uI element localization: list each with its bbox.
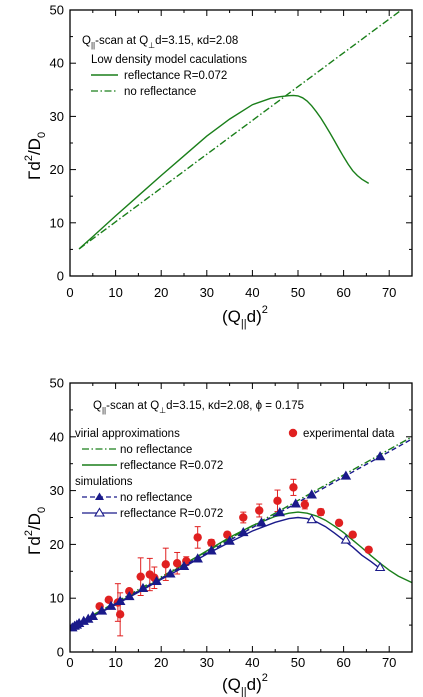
top-xtick-label: 50 [291,285,305,300]
top-series-0-line [78,94,370,250]
bottom-series-4-marker [306,514,317,524]
bottom-series-2-point [289,483,298,492]
chart-top: 0 10 20 30 40 50 60 70 0 10 20 30 40 50 Q||-scan at Q… [23,3,413,330]
top-ytick-label: 40 [50,56,64,71]
bottom-xlabel: (Q||d)2 [222,672,268,697]
top-plot-frame [69,9,413,277]
top-ytick-label: 30 [50,109,64,124]
bottom-xtick-label: 20 [154,655,168,670]
bottom-series-2-point [273,496,282,506]
bottom-ytick-label: 30 [50,483,64,498]
legend-marker-experimental [288,428,298,438]
top-legend-label-no-reflectance: no reflectance [124,86,196,98]
bottom-series-4-line [70,516,381,630]
top-xtick-label: 20 [154,285,168,300]
bottom-series-3-marker [274,507,286,517]
legend-label-sim-reflectance: reflectance R=0.072 [120,508,223,520]
bottom-series-2-point [364,545,373,554]
bottom-series-2-point [348,530,357,539]
bottom-ytick-label: 40 [50,429,64,444]
top-xtick-label: 30 [200,285,214,300]
bottom-legend: virial approximations no reflectance ref… [75,428,395,520]
bottom-ytick-label: 0 [57,645,64,660]
bottom-series-2-point [239,513,248,522]
bottom-series-2-point [161,560,170,569]
bottom-series-2-point [172,559,182,568]
bottom-series-3-marker [290,498,301,508]
legend-label-virial-reflectance: reflectance R=0.072 [120,460,223,472]
top-xtick-label: 70 [382,285,396,300]
bottom-xtick-label: 70 [382,655,396,670]
bottom-xtick-label: 60 [336,655,350,670]
bottom-plot-frame [69,382,413,653]
bottom-series-4-marker [374,561,386,572]
bottom-xtick-label: 50 [291,655,305,670]
bottom-series-2-point [115,610,125,619]
legend-label-sim-no-reflectance: no reflectance [120,492,192,504]
bottom-series-3-marker [306,489,317,499]
bottom-ytick-label: 50 [50,376,64,391]
bottom-xtick-label: 10 [108,655,122,670]
top-xtick-label: 10 [108,285,122,300]
chart-bottom: 0 10 20 30 40 50 60 70 0 10 20 30 40 50 Q||-scan at Q… [23,376,413,697]
bottom-series-2-point [207,538,216,547]
top-xtick-label: 40 [245,285,259,300]
bottom-series-3-marker [256,517,267,527]
top-xtick-label: 0 [66,285,73,300]
bottom-xtick-label: 30 [200,655,214,670]
legend-label-experimental: experimental data [303,428,395,440]
bottom-annotation: Q||-scan at Q⊥d=3.15, κd=2.08, ϕ = 0.175 [93,400,304,415]
bottom-series-3-marker [374,451,386,461]
legend-group-virial: virial approximations [75,428,180,440]
bottom-series-2-point [316,507,325,517]
bottom-ytick-label: 20 [50,537,64,552]
legend-label-virial-no-reflectance: no reflectance [120,444,192,456]
top-legend-label-reflectance: reflectance R=0.072 [124,70,227,82]
bottom-xtick-label: 0 [66,655,73,670]
legend-marker-sim-no-reflectance [95,492,104,500]
top-legend-title: Low density model caculations [91,54,247,66]
top-ytick-label: 20 [50,162,64,177]
bottom-series-2-point [334,518,344,528]
top-xtick-label: 60 [336,285,350,300]
bottom-series-3-marker [340,470,352,480]
bottom-ytick-label: 10 [50,591,64,606]
bottom-series-4-marker [340,534,352,544]
bottom-series-2-point [193,533,202,542]
bottom-data-layer [70,436,412,637]
bottom-series-2-point [300,500,310,509]
legend-group-simulations: simulations [75,476,133,488]
top-ylabel: Γd2/D0 [23,132,48,180]
top-ytick-label: 50 [50,3,64,18]
bottom-series-2-point [255,506,264,515]
top-legend: Low density model caculations reflectanc… [91,54,247,98]
top-ticks: 0 10 20 30 40 50 60 70 0 10 20 30 40 50 [50,3,413,300]
bottom-series-2-point [136,572,145,581]
top-xlabel: (Q||d)2 [222,304,268,330]
top-annotation: Q||-scan at Q⊥d=3.15, κd=2.08 [82,35,238,50]
top-data-layer [78,10,403,250]
top-ytick-label: 10 [50,215,64,230]
bottom-ticks: 0 10 20 30 40 50 60 70 0 10 20 30 40 50 [50,376,413,670]
legend-marker-sim-reflectance [94,507,105,517]
bottom-ylabel: Γd2/D0 [23,507,48,555]
bottom-xtick-label: 40 [245,655,259,670]
top-ytick-label: 0 [57,269,64,284]
